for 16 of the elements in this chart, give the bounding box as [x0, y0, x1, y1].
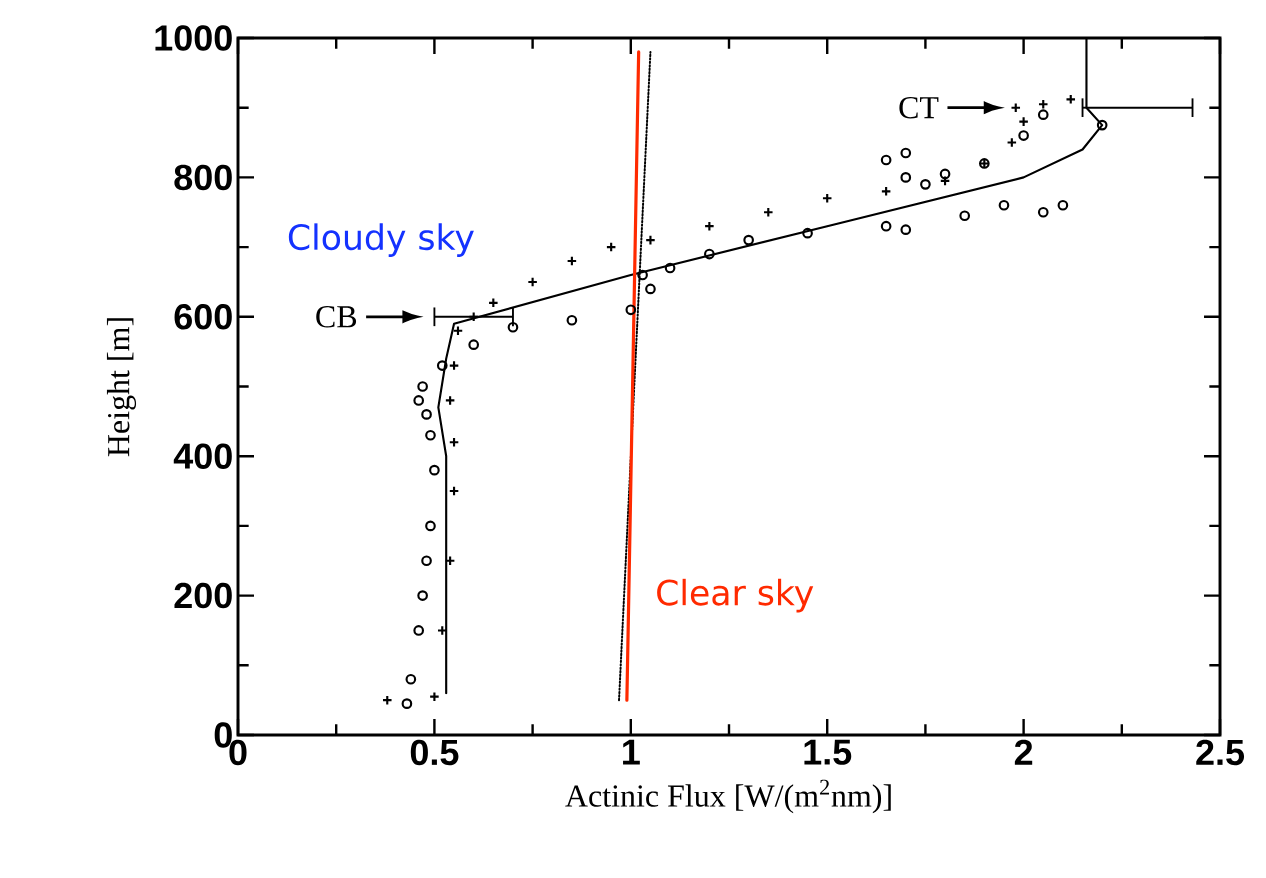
y-tick-label: 200 [174, 582, 232, 609]
y-tick-label: 600 [174, 304, 232, 330]
y-tick-label: 400 [173, 443, 232, 469]
y-tick-label: 1000 [155, 25, 232, 51]
x-axis-title: Actinic Flux [W/(m$^{2}$nm)] [565, 779, 891, 814]
x-tick-label: 2.5 [1196, 739, 1245, 766]
x-tick-label: 0.5 [410, 739, 459, 766]
annotation: Cloudy sky [288, 223, 474, 257]
y-tick-label: 800 [174, 164, 232, 191]
x-tick-label: 1.5 [804, 739, 852, 765]
x-tick-label: 1 [623, 739, 640, 765]
x-tick-label: 2 [1014, 739, 1033, 765]
annotation: CT [899, 96, 939, 119]
series-label: Clear sky [657, 578, 814, 613]
y-axis-title: Height [m] [106, 318, 137, 457]
annotation: CB [316, 306, 357, 328]
